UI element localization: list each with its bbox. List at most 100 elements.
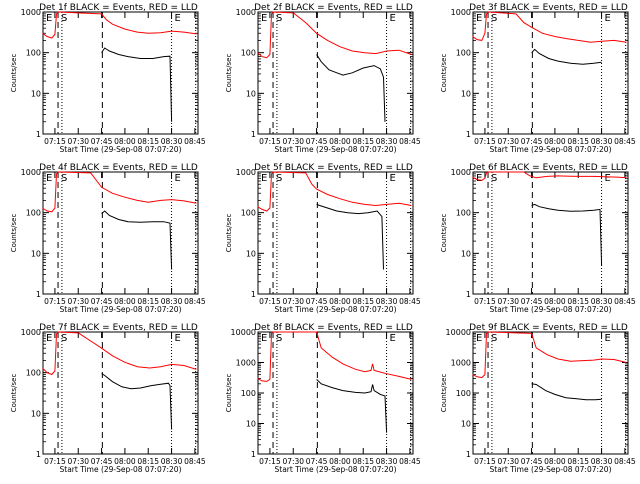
events-series-line (531, 383, 602, 401)
events-series-line (316, 203, 384, 270)
x-tick-label: 07:45 (521, 137, 543, 146)
y-tick-label: 1 (36, 290, 41, 299)
x-tick-label: 07:15 (44, 137, 66, 146)
marker-label: E (175, 173, 181, 184)
panel-title: Det 9f BLACK = Events, RED = LLD (469, 323, 628, 333)
y-tick-label: 1 (36, 130, 41, 139)
x-tick-label: 07:45 (521, 457, 543, 466)
y-axis-label: Counts/sec (10, 374, 18, 413)
panel-title: Det 7f BLACK = Events, RED = LLD (39, 323, 198, 333)
x-tick-label: 08:45 (614, 457, 636, 466)
y-tick-label: 100 (241, 49, 256, 58)
x-tick-label: 08:15 (567, 137, 589, 146)
y-tick-label: 1000 (236, 8, 256, 17)
lld-series-line (257, 171, 412, 212)
y-tick-label: 10 (461, 249, 471, 258)
x-tick-label: 07:30 (282, 137, 304, 146)
x-tick-label: 08:30 (591, 137, 613, 146)
events-series-line (101, 47, 173, 122)
y-tick-label: 10 (31, 409, 41, 418)
x-axis-label: Start Time (29-Sep-08 07:07:20) (490, 305, 612, 314)
panel-frame (257, 331, 414, 455)
x-tick-label: 08:30 (376, 457, 398, 466)
lld-series-line (472, 171, 627, 181)
panel-frame (42, 11, 199, 135)
lld-series-line (472, 11, 627, 43)
x-axis-label: Start Time (29-Sep-08 07:07:20) (60, 465, 182, 474)
x-tick-label: 08:15 (352, 457, 374, 466)
x-tick-label: 08:00 (544, 137, 566, 146)
panel-title: Det 5f BLACK = Events, RED = LLD (254, 163, 413, 173)
x-axis-label: Start Time (29-Sep-08 07:07:20) (275, 305, 397, 314)
panel-title: Det 3f BLACK = Events, RED = LLD (469, 3, 628, 13)
marker-label: E (46, 13, 52, 24)
events-series-line (531, 48, 602, 65)
panel-frame (257, 171, 414, 295)
panel-frame (42, 331, 199, 455)
x-axis-label: Start Time (29-Sep-08 07:07:20) (490, 465, 612, 474)
events-series-line (316, 54, 386, 122)
y-tick-label: 10 (246, 420, 256, 429)
y-tick-label: 10 (246, 249, 256, 258)
x-tick-label: 08:00 (544, 297, 566, 306)
x-tick-label: 07:15 (44, 297, 66, 306)
marker-label: S (61, 13, 67, 24)
x-tick-label: 08:45 (399, 457, 421, 466)
x-tick-label: 08:00 (544, 457, 566, 466)
y-axis-label: Counts/sec (225, 54, 233, 93)
panel-title: Det 6f BLACK = Events, RED = LLD (469, 163, 628, 173)
panel-frame (472, 11, 629, 135)
y-tick-label: 10 (461, 420, 471, 429)
marker-label: E (605, 13, 611, 24)
lld-series-line (42, 171, 197, 213)
x-axis-label: Start Time (29-Sep-08 07:07:20) (275, 145, 397, 154)
y-tick-label: 1 (466, 130, 471, 139)
x-tick-label: 08:15 (137, 137, 159, 146)
y-tick-label: 1000 (451, 359, 471, 368)
events-series-line (101, 373, 173, 430)
x-tick-label: 07:15 (44, 457, 66, 466)
x-tick-label: 08:45 (614, 297, 636, 306)
x-tick-label: 08:45 (184, 297, 206, 306)
x-tick-label: 08:00 (114, 457, 136, 466)
x-tick-label: 07:30 (497, 137, 519, 146)
panel-frame (257, 11, 414, 135)
x-tick-label: 08:45 (184, 137, 206, 146)
x-tick-label: 08:45 (399, 137, 421, 146)
y-tick-label: 1000 (21, 328, 41, 337)
y-tick-label: 10000 (446, 328, 471, 337)
marker-label: S (276, 13, 282, 24)
x-tick-label: 08:00 (329, 297, 351, 306)
x-axis-label: Start Time (29-Sep-08 07:07:20) (60, 145, 182, 154)
marker-label: S (491, 173, 497, 184)
y-tick-label: 100 (456, 389, 471, 398)
marker-label: E (605, 333, 611, 344)
x-axis-label: Start Time (29-Sep-08 07:07:20) (490, 145, 612, 154)
x-tick-label: 08:45 (399, 297, 421, 306)
y-axis-label: Counts/sec (440, 54, 448, 93)
x-tick-label: 08:30 (591, 457, 613, 466)
marker-label: S (61, 173, 67, 184)
y-tick-label: 10 (31, 89, 41, 98)
x-tick-label: 08:30 (161, 457, 183, 466)
marker-label: S (276, 173, 282, 184)
y-tick-label: 100 (456, 49, 471, 58)
panel-frame (472, 171, 629, 295)
y-tick-label: 10000 (231, 328, 256, 337)
y-tick-label: 100 (456, 209, 471, 218)
y-tick-label: 1 (251, 290, 256, 299)
y-tick-label: 1 (251, 130, 256, 139)
x-tick-label: 07:15 (259, 137, 281, 146)
y-tick-label: 1000 (451, 8, 471, 17)
lld-series-line (472, 331, 627, 379)
y-tick-label: 1000 (236, 168, 256, 177)
x-tick-label: 07:30 (497, 297, 519, 306)
panel-title: Det 2f BLACK = Events, RED = LLD (254, 3, 413, 13)
panel-frame (42, 171, 199, 295)
x-tick-label: 08:30 (591, 297, 613, 306)
marker-label: E (261, 13, 267, 24)
y-axis-label: Counts/sec (225, 374, 233, 413)
y-tick-label: 1000 (451, 168, 471, 177)
marker-label: S (491, 333, 497, 344)
